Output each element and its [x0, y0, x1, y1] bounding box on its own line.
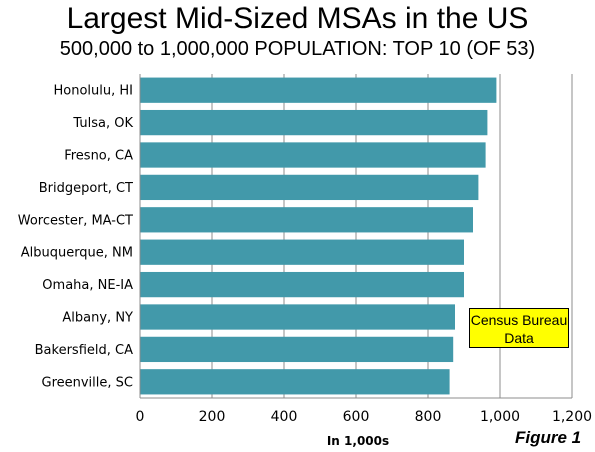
bar [140, 207, 473, 233]
category-label: Bridgeport, CT [39, 181, 133, 196]
category-label: Worcester, MA-CT [18, 213, 133, 228]
bar [140, 142, 486, 168]
bar [140, 109, 488, 136]
x-tick-label: 800 [415, 409, 442, 425]
x-tick-label: 1,000 [480, 409, 520, 425]
category-label: Omaha, NE-IA [42, 278, 133, 293]
chart-subtitle: 500,000 to 1,000,000 POPULATION: TOP 10 … [59, 38, 536, 60]
bar [140, 271, 464, 298]
bar [140, 304, 455, 330]
category-label: Greenville, SC [42, 375, 134, 390]
note-line-2: Data [504, 330, 534, 346]
x-tick-label: 600 [343, 409, 370, 425]
census-bureau-note: Census Bureau Data [469, 308, 569, 348]
category-label: Fresno, CA [64, 149, 133, 164]
bar [140, 369, 450, 395]
x-axis-label: In 1,000s [327, 434, 389, 448]
bar [140, 239, 464, 265]
bar [140, 77, 497, 103]
category-label: Bakersfield, CA [35, 343, 133, 358]
chart-title: Largest Mid-Sized MSAs in the US [66, 2, 529, 35]
category-label: Albany, NY [62, 311, 133, 326]
category-label: Tulsa, OK [72, 116, 133, 131]
x-tick-label: 400 [271, 409, 298, 425]
x-tick-label: 0 [136, 409, 145, 425]
bar [140, 336, 454, 363]
category-label: Honolulu, HI [54, 84, 134, 99]
category-label: Albuquerque, NM [21, 246, 133, 261]
x-tick-label: 200 [199, 409, 226, 425]
figure-label: Figure 1 [515, 428, 582, 447]
x-tick-label: 1,200 [552, 409, 592, 425]
note-line-1: Census Bureau [470, 312, 568, 328]
bar [140, 174, 479, 201]
